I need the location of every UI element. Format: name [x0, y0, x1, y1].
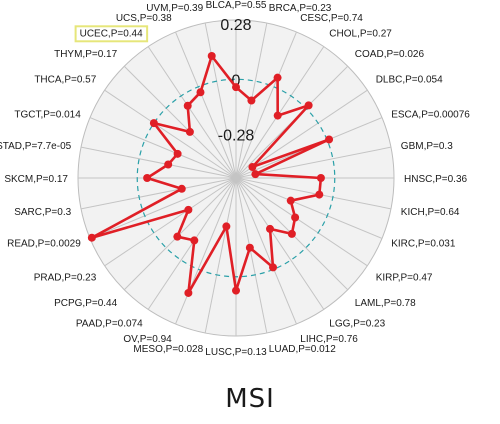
- data-point-kirp: [291, 213, 300, 222]
- spoke-ov: [175, 177, 237, 325]
- spoke-thca: [104, 89, 237, 179]
- data-point-laml: [287, 229, 296, 238]
- category-label-lgg: LGG,P=0.23: [329, 319, 385, 330]
- data-point-stad: [164, 160, 173, 169]
- category-label-coad: COAD,P=0.026: [355, 49, 425, 60]
- category-label-laml: LAML,P=0.78: [355, 298, 416, 309]
- tick-label: 0: [232, 72, 241, 89]
- highlight-box: [74, 25, 149, 43]
- spoke-read: [89, 177, 237, 239]
- data-point-dlbc: [248, 163, 257, 172]
- data-point-ov: [184, 288, 193, 297]
- data-point-gbm: [251, 170, 260, 179]
- category-label-ov: OV,P=0.94: [123, 334, 172, 345]
- spoke-cesc: [235, 31, 297, 179]
- spoke-dlbc: [235, 89, 368, 179]
- data-point-hnsc: [316, 174, 325, 182]
- data-point-lgg: [266, 224, 275, 233]
- data-point-tgct: [173, 149, 182, 158]
- tick-label: 0.28: [220, 17, 251, 34]
- data-point-lusc: [232, 286, 240, 295]
- zero-ring: [136, 78, 336, 278]
- spoke-kich: [235, 177, 392, 210]
- category-label-meso: MESO,P=0.028: [133, 344, 203, 355]
- spoke-uvm: [204, 22, 237, 179]
- category-label-gbm: GBM,P=0.3: [401, 141, 453, 152]
- category-label-kirc: KIRC,P=0.031: [391, 238, 456, 249]
- category-label-kich: KICH,P=0.64: [401, 207, 460, 218]
- data-point-thym: [185, 127, 194, 136]
- spoke-thym: [123, 65, 237, 179]
- data-point-read: [87, 233, 96, 242]
- category-label-dlbc: DLBC,P=0.054: [376, 75, 443, 86]
- data-point-brca: [247, 96, 256, 105]
- category-label-luad: LUAD,P=0.012: [269, 344, 336, 355]
- category-label-read: READ,P=0.0029: [7, 238, 81, 249]
- category-label-uvm: UVM,P=0.39: [146, 3, 203, 14]
- spoke-luad: [235, 177, 268, 334]
- spoke-kirc: [235, 177, 383, 239]
- data-point-esca: [325, 135, 334, 144]
- spoke-sarc: [80, 177, 237, 210]
- spoke-ucec: [147, 46, 237, 179]
- data-point-blca: [232, 83, 240, 92]
- category-label-lusc: LUSC,P=0.13: [205, 347, 267, 358]
- data-point-luad: [245, 243, 254, 252]
- data-point-cesc: [273, 73, 282, 82]
- data-point-sarc: [177, 184, 186, 193]
- category-label-thym: THYM,P=0.17: [54, 49, 118, 60]
- spoke-ucs: [175, 31, 237, 179]
- data-point-thca: [149, 119, 158, 128]
- data-point-ucs: [196, 88, 205, 97]
- data-point-prad: [184, 205, 193, 214]
- spoke-prad: [104, 177, 237, 267]
- data-point-uvm: [207, 51, 216, 60]
- category-label-prad: PRAD,P=0.23: [34, 272, 97, 283]
- data-point-meso: [222, 222, 231, 231]
- spoke-gbm: [235, 146, 392, 179]
- spoke-tgct: [89, 117, 237, 179]
- category-label-cesc: CESC,P=0.74: [300, 13, 363, 24]
- tick-label: -0.28: [218, 128, 255, 145]
- data-point-pcpg: [173, 232, 182, 241]
- spoke-kirp: [235, 177, 368, 267]
- spoke-lihc: [235, 177, 297, 325]
- category-label-pcpg: PCPG,P=0.44: [54, 298, 118, 309]
- chart-title: MSI: [225, 384, 275, 414]
- category-label-tgct: TGCT,P=0.014: [14, 110, 81, 121]
- category-label-paad: PAAD,P=0.074: [76, 319, 143, 330]
- category-label-sarc: SARC,P=0.3: [14, 207, 71, 218]
- category-label-chol: CHOL,P=0.27: [329, 28, 392, 39]
- spoke-meso: [204, 177, 237, 334]
- data-point-chol: [273, 111, 282, 120]
- radar-chart: 0.28 0 -0.28 BLCA,P=0.55 BRCA,P=0.23CESC,P=0…: [0, 0, 470, 358]
- data-point-ucec: [183, 101, 192, 110]
- spoke-lgg: [235, 177, 325, 310]
- data-point-kich: [315, 190, 324, 199]
- category-label-esca: ESCA,P=0.00076: [391, 110, 470, 121]
- data-point-paad: [190, 236, 199, 245]
- category-label-brca: BRCA,P=0.23: [269, 3, 332, 14]
- category-label-stad: STAD,P=7.7e-05: [0, 141, 72, 152]
- spoke-stad: [80, 146, 237, 179]
- data-point-coad: [304, 101, 313, 110]
- category-label-ucs: UCS,P=0.38: [116, 13, 172, 24]
- category-label-ucec: UCEC,P=0.44: [80, 28, 144, 39]
- category-label-kirp: KIRP,P=0.47: [376, 272, 433, 283]
- category-label-thca: THCA,P=0.57: [34, 75, 96, 86]
- category-label-skcm: SKCM,P=0.17: [4, 174, 68, 185]
- category-label-blca: BLCA,P=0.55: [206, 0, 267, 11]
- category-label-hnsc: HNSC,P=0.36: [404, 174, 468, 185]
- data-point-lihc: [269, 263, 278, 272]
- data-point-kirc: [286, 196, 295, 205]
- data-point-skcm: [143, 174, 152, 182]
- category-label-lihc: LIHC,P=0.76: [300, 334, 358, 345]
